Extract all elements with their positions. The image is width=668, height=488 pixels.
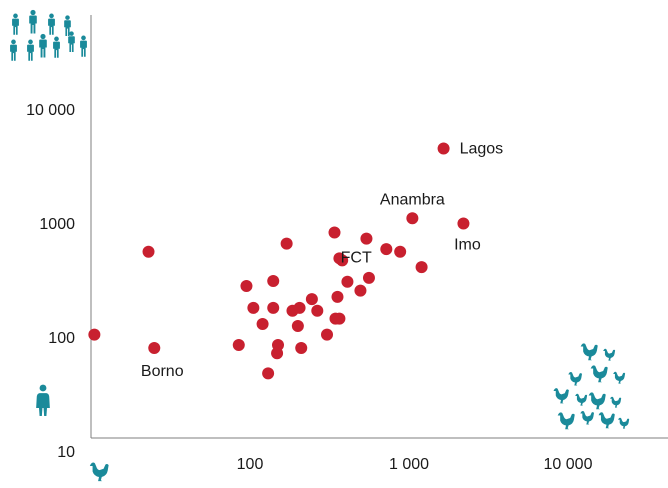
people-crowd-icon xyxy=(10,9,87,61)
data-point xyxy=(437,142,450,155)
data-point xyxy=(333,312,346,325)
data-point xyxy=(341,275,354,288)
data-point xyxy=(148,342,161,355)
data-point xyxy=(267,274,280,287)
data-point xyxy=(331,290,344,303)
chicken-icon xyxy=(89,462,109,482)
data-point xyxy=(415,261,428,274)
data-point xyxy=(88,328,101,341)
data-point xyxy=(311,304,324,317)
data-point xyxy=(295,342,308,355)
data-point xyxy=(333,252,346,265)
data-point xyxy=(271,347,284,360)
y-tick-label: 1000 xyxy=(39,216,75,233)
x-tick-label: 100 xyxy=(237,456,264,473)
point-label-imo: Imo xyxy=(454,236,481,253)
data-point xyxy=(328,226,341,239)
data-point xyxy=(232,339,245,352)
data-point xyxy=(362,271,375,284)
data-point xyxy=(406,212,419,225)
y-tick-label: 10 000 xyxy=(26,102,75,119)
person-icon xyxy=(36,384,50,416)
point-label-borno: Borno xyxy=(141,363,184,380)
point-labels: Lagos Anambra Imo FCT Borno xyxy=(141,141,503,381)
data-point xyxy=(380,243,393,256)
tick-labels: 10 100 1000 10 000 100 1 000 10 000 xyxy=(26,102,593,473)
data-points xyxy=(88,142,470,380)
chicken-flock-icon xyxy=(553,343,630,430)
data-point xyxy=(293,301,306,314)
data-point xyxy=(305,293,318,306)
data-point xyxy=(262,367,275,380)
data-point xyxy=(142,245,155,258)
data-point xyxy=(360,232,373,245)
y-tick-label: 10 xyxy=(57,444,75,461)
data-point xyxy=(280,237,293,250)
y-tick-label: 100 xyxy=(48,330,75,347)
x-tick-label: 1 000 xyxy=(389,456,429,473)
data-point xyxy=(256,318,269,331)
point-label-lagos: Lagos xyxy=(460,141,504,158)
point-label-fct: FCT xyxy=(341,249,372,266)
data-point xyxy=(321,328,334,341)
data-point xyxy=(394,245,407,258)
data-point xyxy=(291,319,304,332)
data-point xyxy=(240,280,253,293)
data-point xyxy=(457,217,470,230)
data-point xyxy=(267,301,280,314)
data-point xyxy=(247,301,260,314)
data-point xyxy=(354,284,367,297)
x-tick-label: 10 000 xyxy=(544,456,593,473)
point-label-anambra: Anambra xyxy=(380,191,445,208)
